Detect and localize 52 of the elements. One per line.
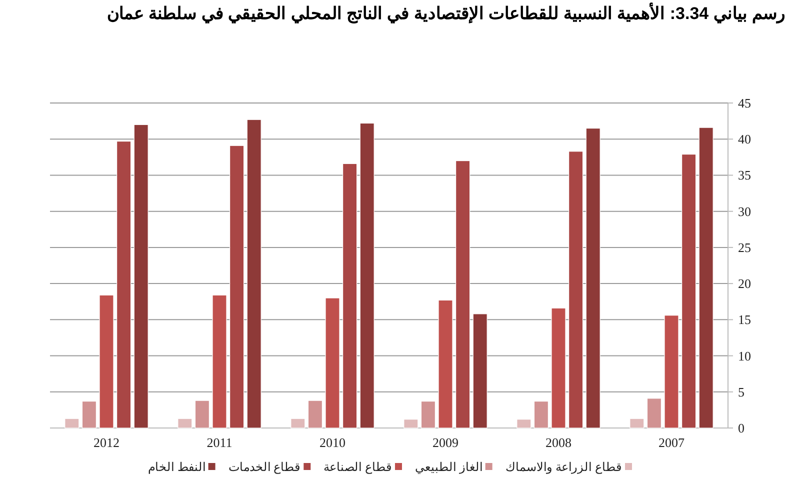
bar — [134, 124, 148, 428]
bar — [472, 314, 488, 428]
bar — [212, 294, 227, 428]
bar — [178, 418, 192, 428]
bar — [194, 400, 210, 428]
legend-label: النفط الخام — [148, 460, 206, 474]
x-tick-label: 2012 — [94, 435, 120, 450]
legend-label: الغاز الطبيعي — [414, 460, 482, 474]
legend-label: قطاع الخدمات — [228, 460, 301, 474]
bar — [404, 419, 418, 428]
bar — [290, 418, 306, 428]
x-tick-label: 2011 — [206, 435, 232, 450]
x-tick-label: 2008 — [546, 435, 572, 450]
bar — [586, 128, 600, 428]
bar — [116, 140, 132, 428]
bar — [698, 127, 714, 428]
bar — [568, 151, 584, 428]
y-tick-label: 15 — [738, 312, 751, 328]
bar — [325, 298, 340, 428]
bar — [646, 398, 662, 428]
y-tick-label: 35 — [738, 168, 751, 183]
bar — [308, 400, 322, 428]
bar — [342, 163, 358, 428]
bar — [682, 154, 696, 428]
y-tick-label: 45 — [738, 96, 751, 110]
y-tick-label: 10 — [738, 348, 751, 364]
x-tick-label: 2010 — [320, 435, 346, 450]
y-tick-label: 20 — [738, 276, 751, 292]
y-tick-label: 25 — [738, 240, 751, 255]
bar — [420, 400, 436, 428]
x-tick-label: 2007 — [658, 435, 685, 450]
bar — [534, 400, 548, 428]
legend-label: قطاع الصناعة — [324, 460, 392, 474]
bar — [230, 145, 244, 428]
chart-title: رسم بياني 3.34: الأهمية النسبية للقطاعات الإقتصادية في الناتج المحلي الحقيقي في سلطنة عمان — [106, 2, 786, 24]
bar — [82, 400, 96, 428]
y-tick-label: 5 — [738, 384, 744, 400]
bar — [64, 418, 80, 428]
bar — [630, 418, 644, 428]
bar — [246, 119, 262, 428]
bar — [99, 294, 114, 428]
bar — [664, 315, 679, 428]
bar — [360, 122, 374, 428]
bar — [438, 300, 453, 428]
legend-label: قطاع الزراعة والاسماك — [505, 460, 622, 474]
bar — [516, 419, 532, 428]
y-tick-label: 40 — [738, 132, 751, 147]
y-tick-label: 30 — [738, 204, 751, 219]
bar — [551, 308, 566, 428]
y-tick-label: 0 — [738, 420, 744, 436]
x-tick-label: 2009 — [432, 435, 458, 450]
bar — [456, 160, 470, 428]
